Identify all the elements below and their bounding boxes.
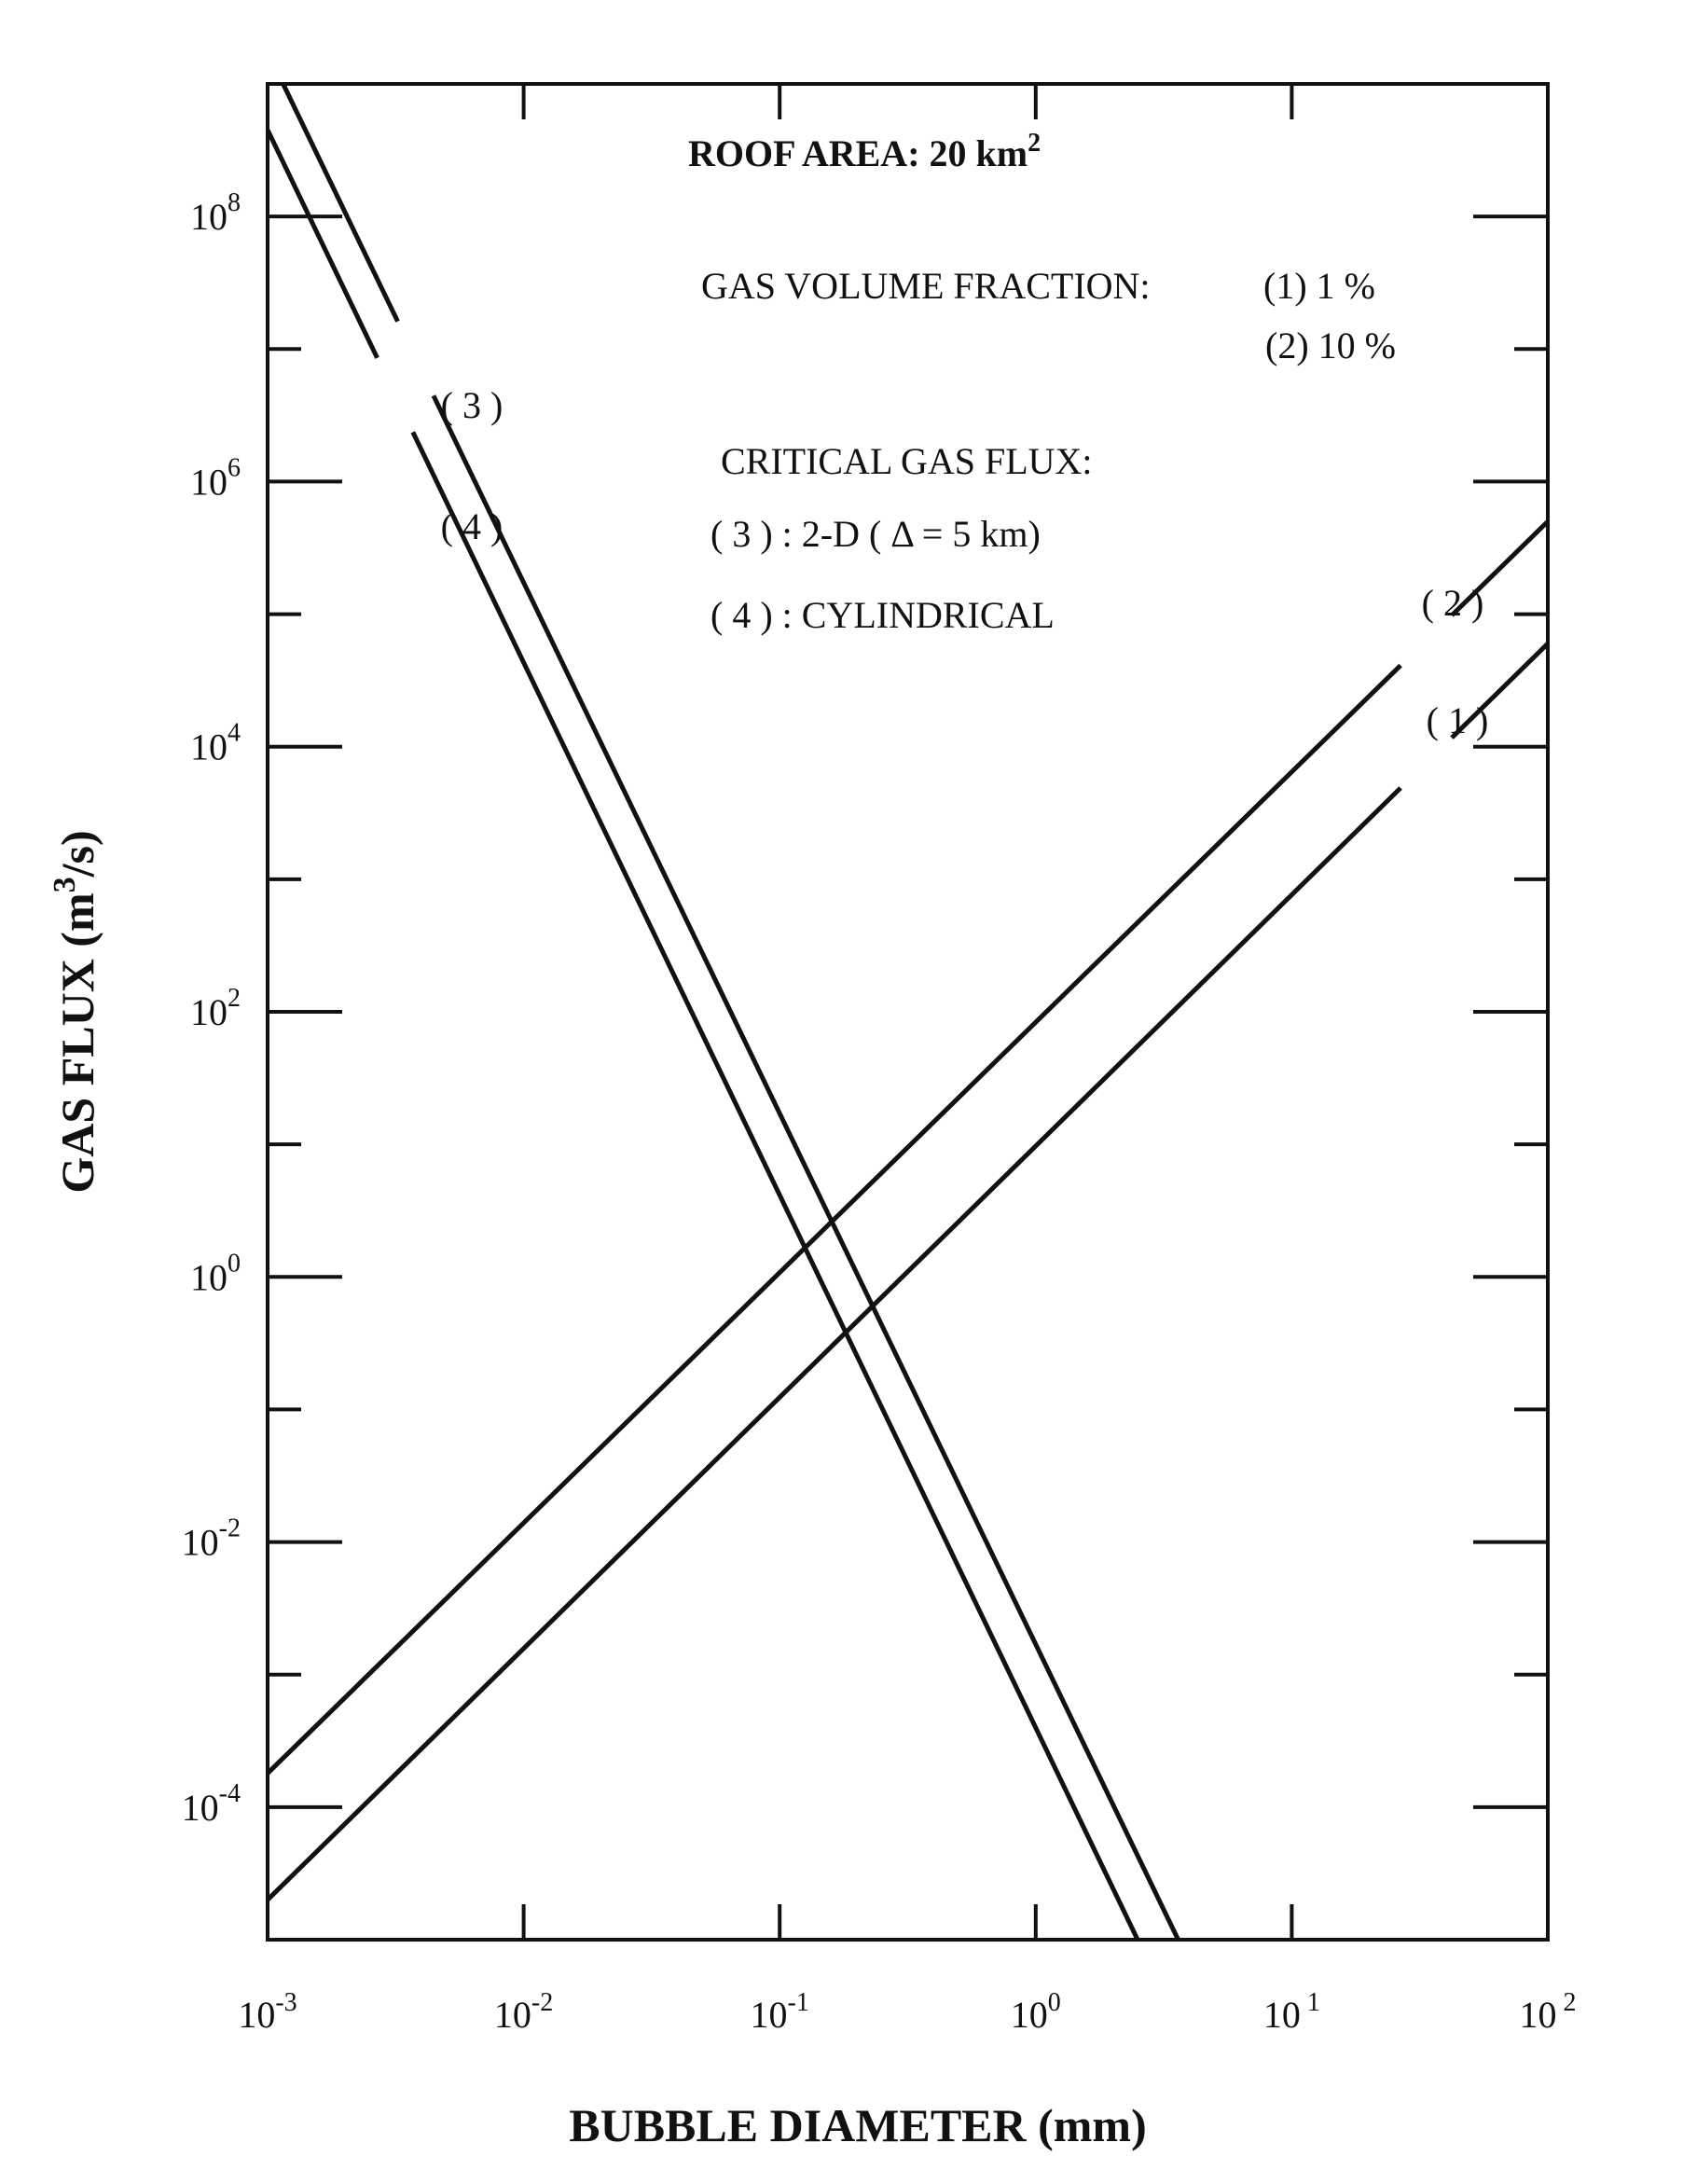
y-tick-label: 10-2 bbox=[182, 1514, 241, 1564]
y-axis-title: GAS FLUX (m3/s) bbox=[48, 830, 103, 1193]
axis-ticks bbox=[266, 82, 1550, 1942]
x-tick-label: 10-3 bbox=[238, 1988, 297, 2036]
x-axis-title: BUBBLE DIAMETER (mm) bbox=[569, 2099, 1146, 2151]
series-label-4: ( 4 ) bbox=[441, 505, 504, 547]
series-line-1 bbox=[1450, 642, 1550, 740]
y-axis-title-superscript: 3 bbox=[48, 877, 82, 892]
roof-area-superscript: 2 bbox=[1028, 129, 1041, 158]
series-line-2 bbox=[1450, 519, 1550, 617]
critical-gas-flux-heading: CRITICAL GAS FLUX: bbox=[721, 440, 1093, 482]
x-tick-label: 10-2 bbox=[494, 1988, 553, 2036]
x-tick-label: 10-1 bbox=[751, 1988, 809, 2036]
series-label-2: ( 2 ) bbox=[1422, 582, 1484, 624]
gas-volume-fraction-heading: GAS VOLUME FRACTION: bbox=[701, 265, 1151, 307]
series-labels: ( 1 ) ( 2 ) ( 3 ) ( 4 ) bbox=[441, 384, 1489, 741]
x-tick-label: 10 2 bbox=[1520, 1988, 1577, 2036]
y-tick-label: 108 bbox=[190, 188, 241, 238]
y-tick-labels: 108 106 104 102 100 10-2 10-4 bbox=[182, 188, 241, 1829]
series-lines bbox=[265, 82, 1550, 1942]
series-label-1: ( 1 ) bbox=[1427, 699, 1489, 741]
series-label-3: ( 3 ) bbox=[441, 384, 504, 426]
y-axis-title-tail: /s) bbox=[51, 830, 103, 878]
critical-gas-flux-item-4: ( 4 ) : CYLINDRICAL bbox=[710, 594, 1055, 636]
y-tick-label: 10-4 bbox=[182, 1779, 241, 1829]
plot-area: ( 1 ) ( 2 ) ( 3 ) ( 4 ) bbox=[265, 82, 1550, 1942]
x-tick-label: 10 1 bbox=[1263, 1988, 1320, 2036]
series-line-2 bbox=[266, 663, 1402, 1776]
x-tick-labels: 10-3 10-2 10-1 100 10 1 10 2 bbox=[238, 1988, 1576, 2036]
y-axis-title-main: GAS FLUX (m bbox=[51, 892, 103, 1193]
series-line-4 bbox=[265, 129, 379, 359]
y-tick-label: 106 bbox=[190, 453, 241, 503]
y-tick-label: 102 bbox=[190, 984, 241, 1033]
critical-gas-flux-item-3: ( 3 ) : 2-D ( Δ = 5 km) bbox=[710, 513, 1041, 555]
y-tick-label: 100 bbox=[190, 1249, 241, 1298]
roof-area-text: ROOF AREA: 20 km bbox=[688, 132, 1028, 174]
series-line-3 bbox=[281, 82, 400, 323]
x-tick-label: 100 bbox=[1011, 1988, 1061, 2036]
y-tick-label: 104 bbox=[190, 719, 241, 768]
series-line-4 bbox=[410, 431, 1140, 1942]
gas-volume-fraction-item-2: (2) 10 % bbox=[1265, 325, 1396, 366]
series-line-3 bbox=[431, 394, 1180, 1942]
gas-volume-fraction-item-1: (1) 1 % bbox=[1263, 265, 1375, 307]
roof-area-annotation: ROOF AREA: 20 km2 bbox=[688, 129, 1041, 174]
series-line-1 bbox=[266, 786, 1402, 1901]
